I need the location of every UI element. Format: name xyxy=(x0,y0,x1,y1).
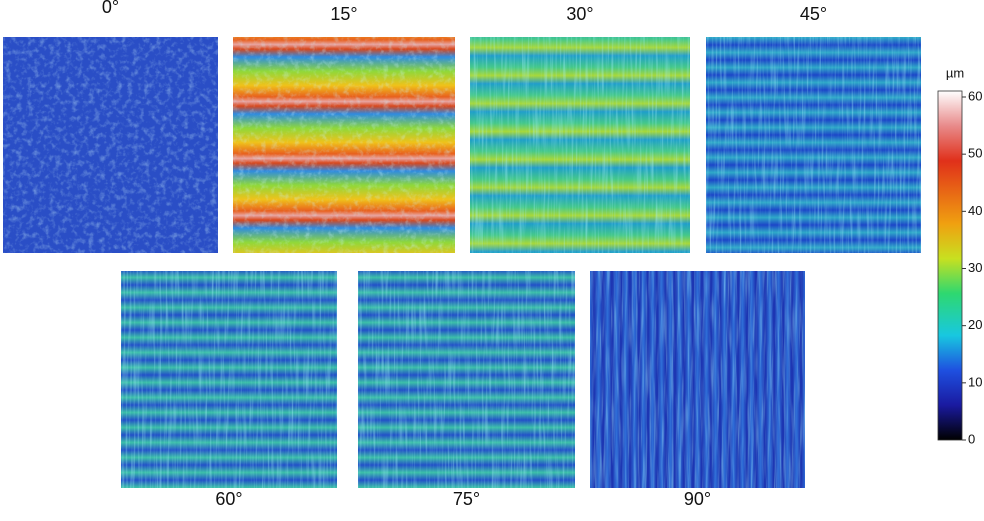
colorbar-tick-label: 10 xyxy=(968,374,982,389)
colorbar-tick-label: 60 xyxy=(968,88,982,103)
panel-label: 0° xyxy=(102,0,119,17)
surface-texture xyxy=(470,37,690,253)
colorbar xyxy=(937,90,963,441)
panel-label: 75° xyxy=(453,489,480,509)
colorbar-tick-label: 30 xyxy=(968,260,982,275)
surface-texture xyxy=(590,271,805,488)
colorbar-ticks: 0 10 20 30 40 50 60 xyxy=(962,88,982,446)
colorbar-tick-label: 20 xyxy=(968,317,982,332)
colorbar-unit: µm xyxy=(946,65,964,80)
panel-label: 15° xyxy=(330,4,357,24)
panels: 0° 15° 30° 45° 60° 75° 90° xyxy=(3,0,921,509)
surface-texture xyxy=(121,271,337,488)
colorbar-tick-label: 0 xyxy=(968,431,975,446)
panel-label: 45° xyxy=(800,4,827,24)
panel-label: 30° xyxy=(566,4,593,24)
panel-label: 60° xyxy=(215,489,242,509)
panel-label: 90° xyxy=(684,489,711,509)
colorbar-tick-label: 50 xyxy=(968,146,982,161)
colorbar-tick-label: 40 xyxy=(968,203,982,218)
surface-texture xyxy=(233,37,455,253)
surface-texture xyxy=(706,37,921,253)
surface-texture xyxy=(358,271,575,488)
surface-texture xyxy=(3,37,218,253)
